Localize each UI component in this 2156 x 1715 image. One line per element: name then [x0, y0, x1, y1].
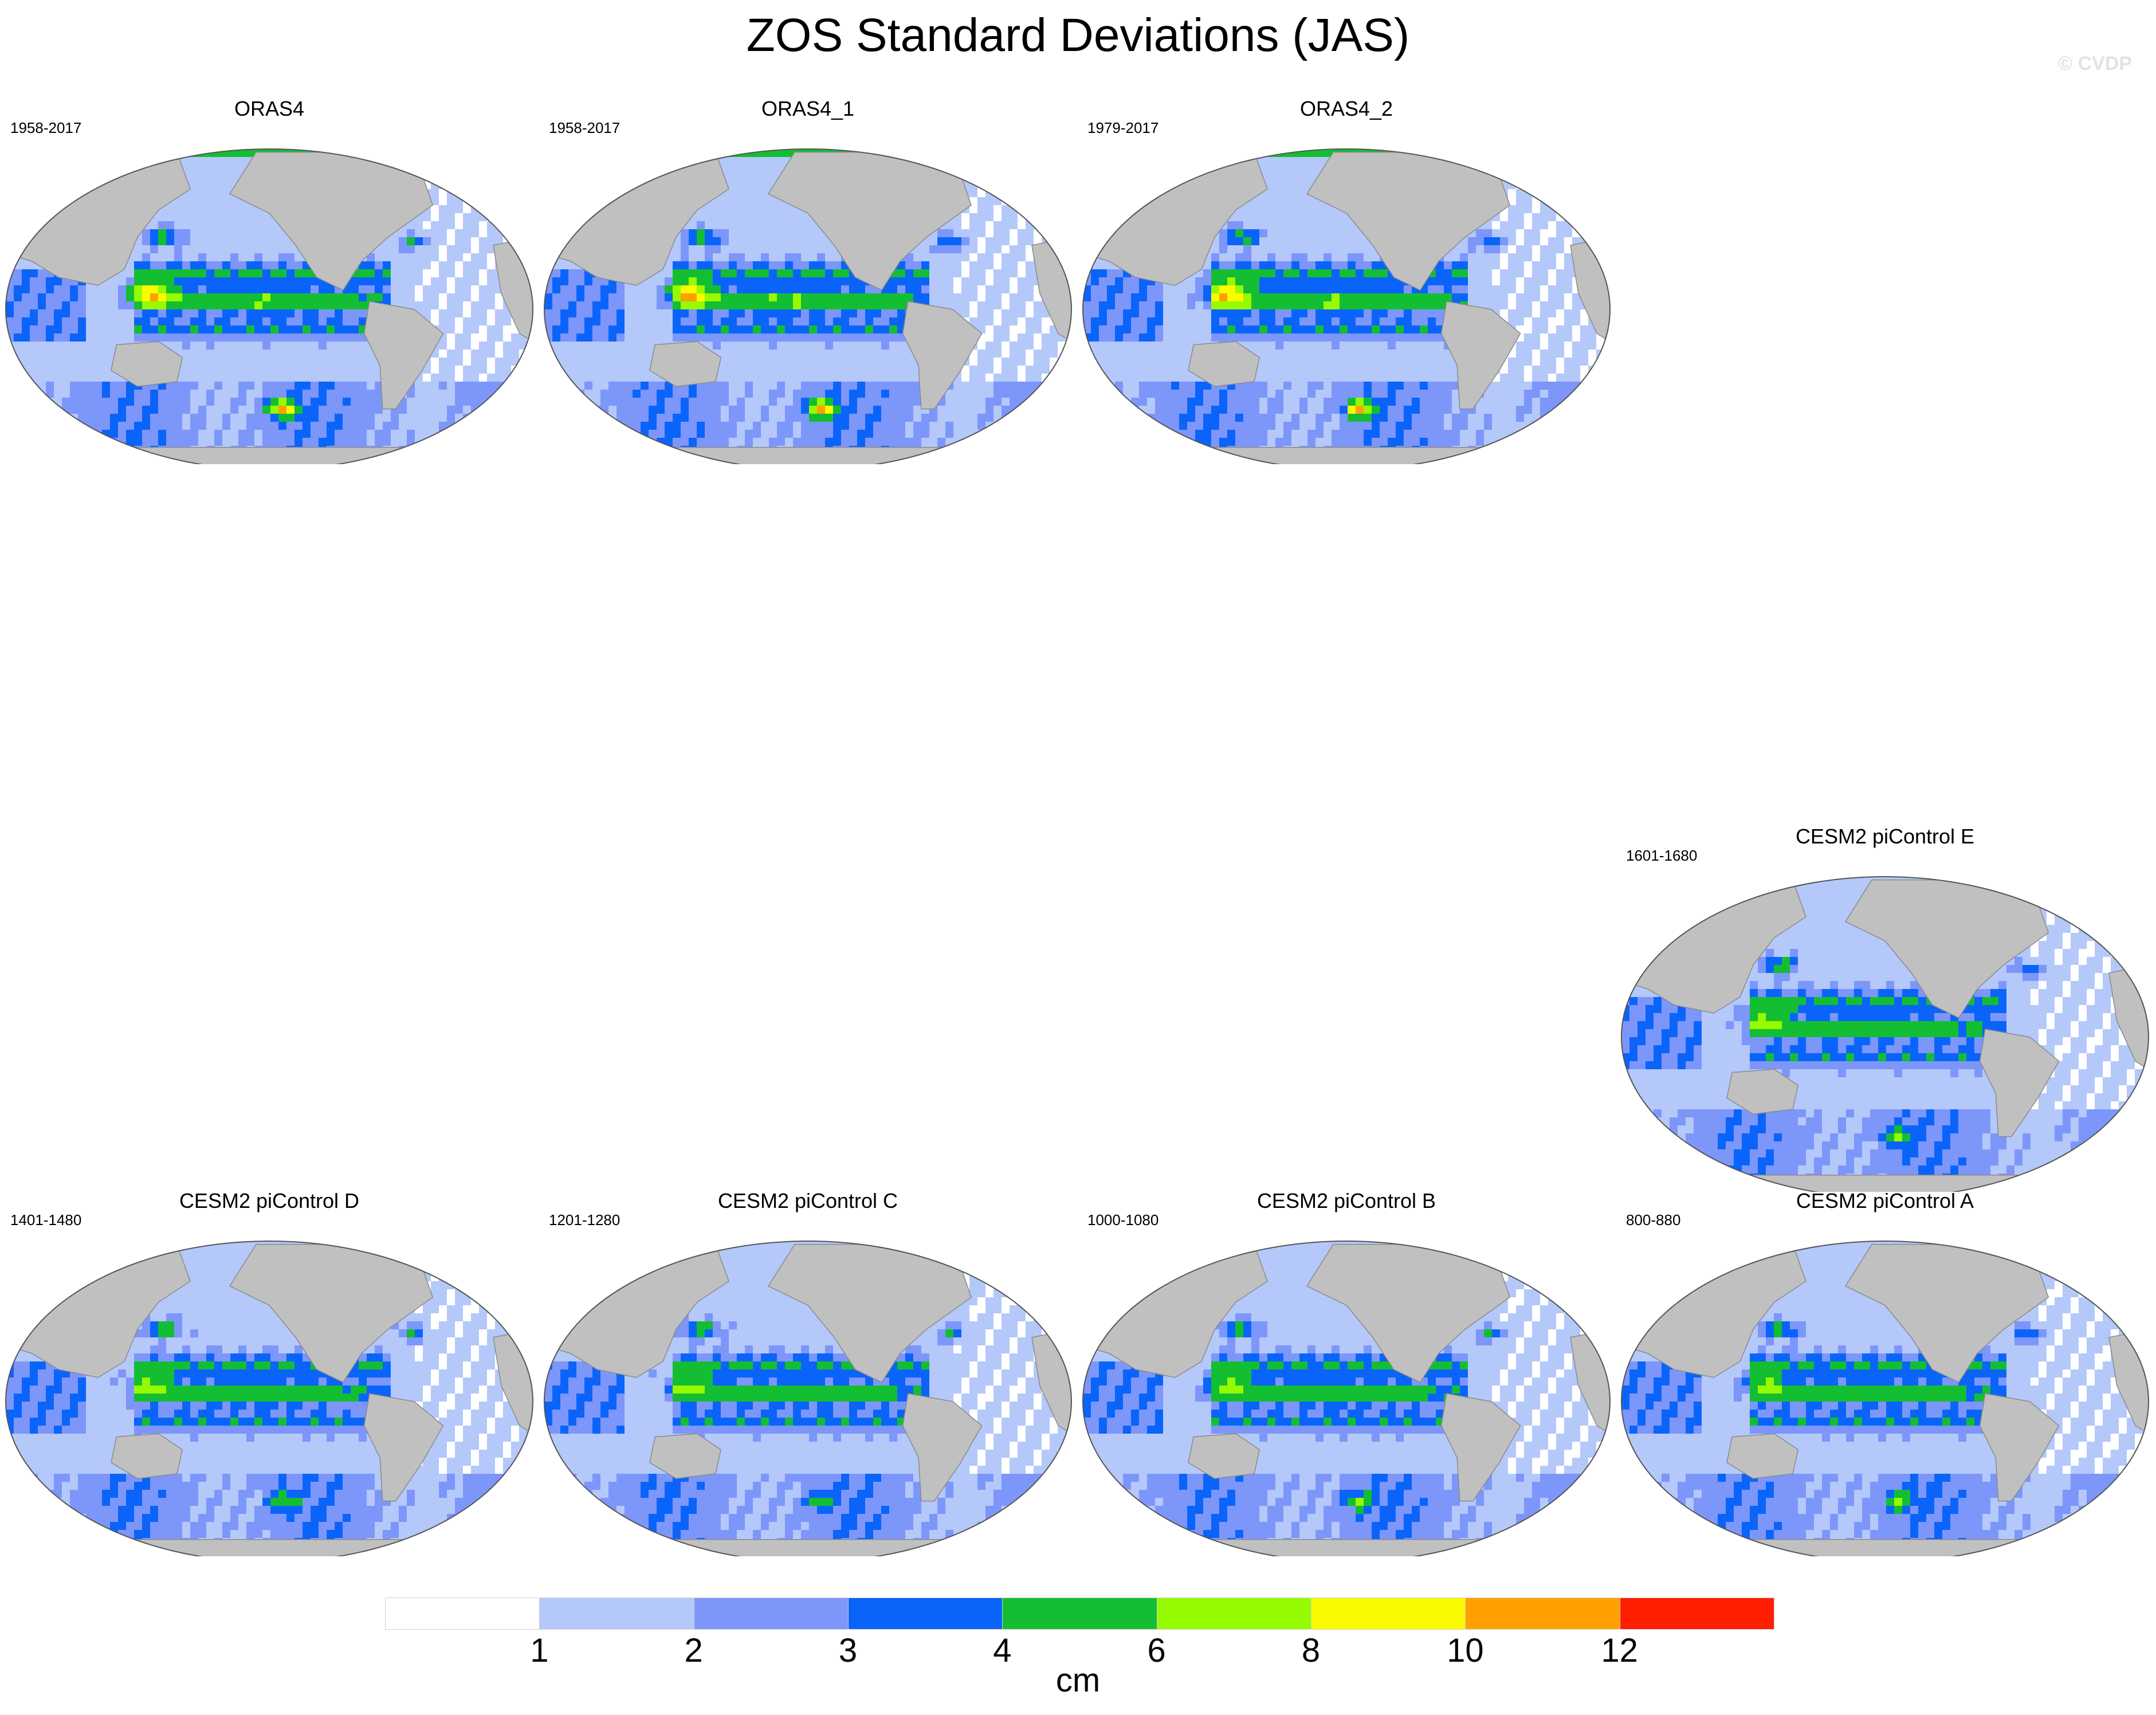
- colorbar-tick-label: 10: [1419, 1632, 1511, 1670]
- map-oras4_2: [1082, 148, 1611, 464]
- land-mass: [767, 151, 972, 291]
- map-outline: [544, 1241, 1072, 1556]
- panel-period: 1601-1680: [1626, 847, 1697, 864]
- panel-period: 1958-2017: [549, 119, 620, 136]
- map-panel-oras4_1: ORAS4_1 1958-2017: [539, 97, 1077, 464]
- colorbar-swatch: [539, 1598, 694, 1630]
- panel-title: CESM2 piControl C: [539, 1190, 1077, 1212]
- map-outline: [1621, 876, 2149, 1192]
- panel-period: 1201-1280: [549, 1211, 620, 1229]
- colorbar-swatch: [848, 1598, 1003, 1630]
- colorbar-tick-label: 4: [956, 1632, 1048, 1670]
- map-oras4_1: [544, 148, 1072, 464]
- colorbar-swatch: [1619, 1598, 1774, 1630]
- land-mass: [1844, 1243, 2049, 1383]
- land-mass: [648, 1539, 968, 1556]
- map-outline: [544, 148, 1072, 464]
- colorbar: [385, 1598, 1774, 1630]
- colorbar-tick-label: 8: [1265, 1632, 1357, 1670]
- land-mass: [1188, 1433, 1260, 1479]
- map-panel-picontrol_a: CESM2 piControl A 800-880: [1616, 1190, 2154, 1556]
- land-mass: [1979, 1029, 2060, 1137]
- map-outline: [1621, 1241, 2149, 1556]
- map-panel-picontrol_d: CESM2 piControl D 1401-1480: [0, 1190, 539, 1556]
- sd-field: [544, 149, 1071, 464]
- map-picontrol_e: [1621, 876, 2149, 1192]
- colorbar-tick-label: 12: [1574, 1632, 1666, 1670]
- map-panel-picontrol_e: CESM2 piControl E 1601-1680: [1616, 825, 2154, 1192]
- map-outline: [5, 148, 533, 464]
- panel-title: CESM2 piControl A: [1616, 1190, 2154, 1212]
- colorbar-swatch: [1465, 1598, 1620, 1630]
- colorbar-tick-label: 1: [493, 1632, 585, 1670]
- land-mass: [229, 151, 434, 291]
- land-mass: [902, 301, 983, 410]
- map-picontrol_c: [544, 1241, 1072, 1556]
- land-mass: [1844, 879, 2049, 1019]
- land-mass: [109, 1539, 429, 1556]
- land-mass: [1725, 1539, 2045, 1556]
- map-picontrol_b: [1082, 1241, 1611, 1556]
- panel-title: ORAS4_2: [1077, 97, 1616, 120]
- panel-title: CESM2 piControl E: [1616, 825, 2154, 848]
- map-picontrol_a: [1621, 1241, 2149, 1556]
- colorbar-swatch: [1311, 1598, 1466, 1630]
- map-outline: [1082, 1241, 1611, 1556]
- panel-period: 1958-2017: [10, 119, 81, 136]
- land-mass: [1306, 151, 1511, 291]
- land-mass: [648, 447, 968, 464]
- panel-period: 1979-2017: [1087, 119, 1158, 136]
- panel-title: ORAS4: [0, 97, 539, 120]
- colorbar-units: cm: [0, 1662, 2156, 1700]
- land-mass: [109, 447, 429, 464]
- land-mass: [649, 341, 722, 387]
- sd-field: [1083, 1241, 1610, 1556]
- land-mass: [649, 1433, 722, 1479]
- cvdp-watermark: © CVDP: [2058, 53, 2132, 75]
- map-oras4: [5, 148, 533, 464]
- colorbar-swatch: [1156, 1598, 1311, 1630]
- land-mass: [1306, 1243, 1511, 1383]
- panel-period: 800-880: [1626, 1211, 1680, 1229]
- land-mass: [111, 1433, 183, 1479]
- colorbar-swatch: [385, 1598, 540, 1630]
- land-mass: [1187, 447, 1506, 464]
- panel-period: 1401-1480: [10, 1211, 81, 1229]
- land-mass: [229, 1243, 434, 1383]
- land-mass: [1440, 1393, 1521, 1502]
- panel-title: CESM2 piControl D: [0, 1190, 539, 1212]
- map-outline: [1082, 148, 1611, 464]
- land-mass: [111, 341, 183, 387]
- map-panel-oras4_2: ORAS4_2 1979-2017: [1077, 97, 1616, 464]
- colorbar-tick-label: 3: [802, 1632, 894, 1670]
- map-panel-picontrol_b: CESM2 piControl B 1000-1080: [1077, 1190, 1616, 1556]
- land-mass: [902, 1393, 983, 1502]
- colorbar-tick-label: 6: [1111, 1632, 1203, 1670]
- panel-period: 1000-1080: [1087, 1211, 1158, 1229]
- map-panel-oras4: ORAS4 1958-2017: [0, 97, 539, 464]
- land-mass: [1440, 301, 1521, 410]
- colorbar-swatch: [1002, 1598, 1157, 1630]
- land-mass: [1187, 1539, 1506, 1556]
- land-mass: [767, 1243, 972, 1383]
- land-mass: [1188, 341, 1260, 387]
- map-panel-picontrol_c: CESM2 piControl C 1201-1280: [539, 1190, 1077, 1556]
- colorbar-swatch: [693, 1598, 849, 1630]
- panel-title: CESM2 piControl B: [1077, 1190, 1616, 1212]
- panel-title: ORAS4_1: [539, 97, 1077, 120]
- land-mass: [363, 1393, 444, 1502]
- map-outline: [5, 1241, 533, 1556]
- land-mass: [1726, 1069, 1799, 1115]
- land-mass: [1726, 1433, 1799, 1479]
- map-picontrol_d: [5, 1241, 533, 1556]
- land-mass: [1979, 1393, 2060, 1502]
- land-mass: [363, 301, 444, 410]
- colorbar-tick-label: 2: [648, 1632, 740, 1670]
- figure-title: ZOS Standard Deviations (JAS): [0, 7, 2156, 64]
